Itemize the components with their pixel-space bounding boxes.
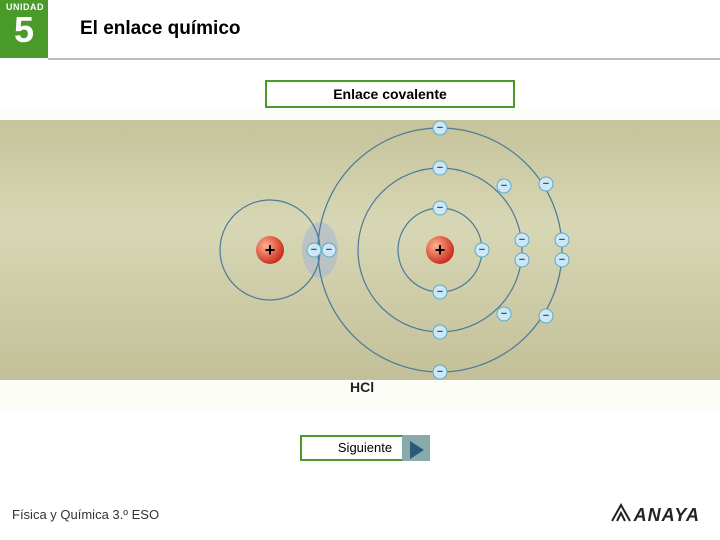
svg-text:−: − — [519, 254, 525, 266]
logo-glyph-icon — [608, 503, 634, 528]
svg-text:−: − — [501, 308, 507, 320]
divider — [48, 58, 720, 60]
svg-text:−: − — [437, 286, 443, 298]
next-button[interactable]: Siguiente — [300, 435, 430, 461]
page-title: El enlace químico — [80, 18, 241, 40]
next-button-label: Siguiente — [338, 440, 392, 455]
svg-text:−: − — [437, 162, 443, 174]
svg-text:−: − — [311, 244, 317, 256]
svg-text:−: − — [437, 326, 443, 338]
svg-text:−: − — [437, 202, 443, 214]
unit-number: 5 — [0, 12, 48, 48]
diagram-area: ++−−−−−−−−−−−−−−−−−HCl — [0, 110, 720, 410]
svg-text:−: − — [543, 310, 549, 322]
svg-text:−: − — [437, 366, 443, 378]
svg-text:−: − — [559, 254, 565, 266]
svg-text:−: − — [559, 234, 565, 246]
unit-block: UNIDAD 5 — [0, 0, 48, 58]
svg-text:+: + — [265, 240, 276, 260]
header: UNIDAD 5 El enlace químico — [0, 0, 720, 60]
arrow-right-icon — [410, 441, 424, 459]
svg-text:+: + — [435, 240, 446, 260]
svg-text:−: − — [479, 244, 485, 256]
footer-text: Física y Química 3.º ESO — [12, 507, 159, 522]
svg-text:−: − — [501, 180, 507, 192]
svg-text:−: − — [519, 234, 525, 246]
svg-text:HCl: HCl — [350, 379, 374, 395]
logo-text: ANAYA — [634, 505, 700, 525]
subtitle-box: Enlace covalente — [265, 80, 515, 108]
molecule-diagram: ++−−−−−−−−−−−−−−−−−HCl — [120, 110, 600, 400]
svg-text:−: − — [543, 178, 549, 190]
svg-text:−: − — [326, 244, 332, 256]
publisher-logo: ANAYA — [608, 501, 700, 526]
svg-text:−: − — [437, 122, 443, 134]
